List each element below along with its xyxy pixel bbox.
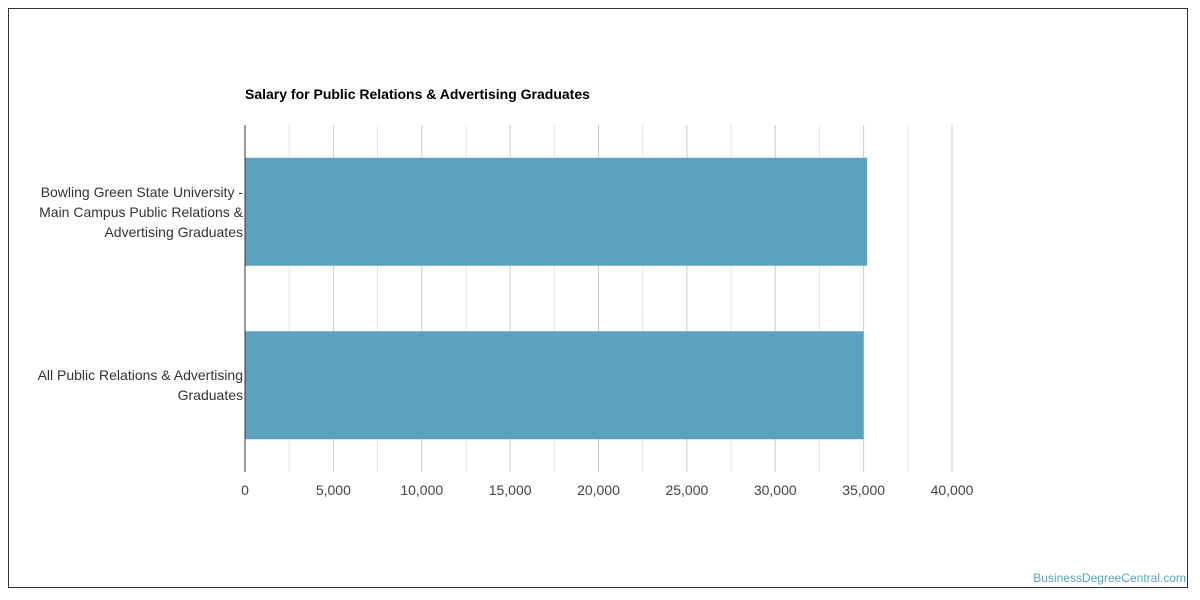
- category-label-line: All Public Relations & Advertising: [37, 367, 243, 384]
- x-tick-label: 15,000: [489, 482, 532, 498]
- x-tick-label: 10,000: [400, 482, 443, 498]
- category-label: Bowling Green State University - Main Cam…: [3, 182, 243, 242]
- bar: [245, 157, 868, 266]
- x-tick-label: 40,000: [931, 482, 974, 498]
- category-label-line: Advertising Graduates: [104, 223, 243, 240]
- x-tick-label: 35,000: [842, 482, 885, 498]
- category-label: All Public Relations & Advertising Gradua…: [3, 365, 243, 405]
- category-label-line: Graduates: [177, 387, 243, 404]
- x-tick-label: 0: [241, 482, 249, 498]
- x-tick-label: 20,000: [577, 482, 620, 498]
- watermark[interactable]: BusinessDegreeCentral.com: [1033, 571, 1186, 585]
- x-tick-label: 25,000: [665, 482, 708, 498]
- x-tick-label: 5,000: [316, 482, 351, 498]
- category-label-line: Main Campus Public Relations &: [39, 203, 243, 220]
- x-tick-label: 30,000: [754, 482, 797, 498]
- chart-title: Salary for Public Relations & Advertisin…: [245, 86, 590, 102]
- bar: [245, 331, 864, 440]
- category-label-line: Bowling Green State University -: [40, 183, 243, 200]
